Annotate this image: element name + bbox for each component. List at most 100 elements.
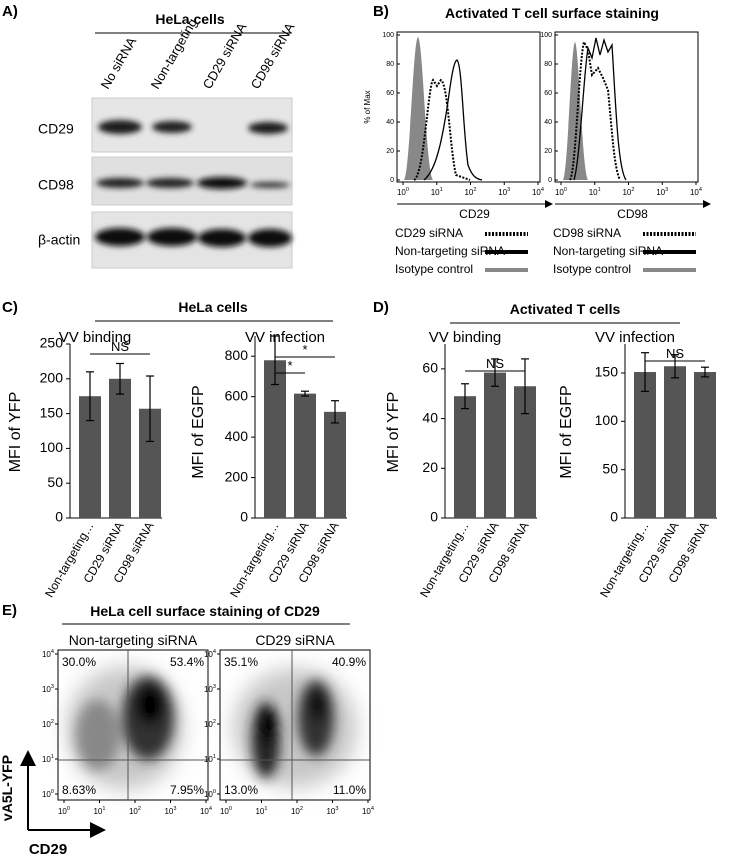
error-bar — [116, 362, 124, 395]
significance-label: * — [302, 342, 307, 357]
panel-title: HeLa cells — [155, 11, 224, 27]
panel-label: A) — [2, 3, 18, 20]
bar — [264, 360, 286, 518]
tick-exponent: 4 — [371, 806, 374, 812]
x-tick-label: 103 — [326, 806, 338, 816]
x-axis-label: CD29 — [29, 841, 67, 858]
error-bar — [146, 375, 154, 443]
y-tick-label: 60 — [386, 90, 394, 97]
error-bar — [521, 358, 529, 415]
legend-label: Non-targeting siRNA — [395, 244, 505, 258]
x-tick-label: Non-targeting… — [42, 520, 96, 600]
tick-exponent: 0 — [564, 187, 567, 193]
tick-base: 10 — [690, 188, 699, 197]
tick-base: 10 — [42, 650, 51, 659]
tick-base: 10 — [58, 807, 67, 816]
chart-title: VV binding — [429, 329, 502, 346]
tick-exponent: 0 — [51, 789, 54, 795]
y-axis-label: vA5L-YFP — [0, 755, 15, 821]
tick-exponent: 0 — [213, 789, 216, 795]
y-tick-label: 200 — [225, 468, 249, 484]
y-tick-label: 600 — [225, 387, 249, 403]
legend-label: Non-targeting siRNA — [553, 244, 663, 258]
tick-base: 10 — [498, 188, 507, 197]
x-tick-label: 100 — [58, 806, 70, 816]
y-tick-label: 150 — [40, 404, 64, 420]
y-axis-label: % of Max — [363, 90, 372, 123]
y-tick-label: 800 — [225, 347, 249, 363]
y-tick-label: 20 — [544, 148, 552, 155]
y-tick-label: 60 — [544, 90, 552, 97]
tick-base: 10 — [291, 807, 300, 816]
y-tick-label: 0 — [55, 509, 63, 525]
x-tick-label: Non-targeting… — [227, 520, 281, 600]
tick-exponent: 0 — [229, 806, 232, 812]
x-tick-label: 101 — [255, 806, 267, 816]
x-tick-label: 103 — [164, 806, 176, 816]
bar — [324, 411, 346, 518]
x-axis-label: CD29 — [459, 207, 490, 221]
tick-base: 10 — [464, 188, 473, 197]
y-tick-label: 0 — [430, 509, 438, 525]
y-tick-label: 250 — [40, 335, 64, 351]
panel-title: Activated T cell surface staining — [445, 5, 659, 21]
tick-exponent: 2 — [51, 719, 54, 725]
y-axis-label: MFI of YFP — [385, 392, 402, 473]
tick-base: 10 — [42, 790, 51, 799]
tick-exponent: 4 — [541, 187, 544, 193]
y-tick-label: 0 — [610, 509, 618, 525]
bar — [454, 396, 476, 518]
error-bar — [671, 354, 679, 379]
x-tick-label: 103 — [498, 187, 510, 197]
y-tick-label: 102 — [204, 719, 216, 729]
quadrant-percent: 40.9% — [332, 655, 366, 669]
bar — [664, 366, 686, 518]
legend-label: Isotype control — [553, 262, 631, 276]
y-axis-label: MFI of EGFP — [558, 385, 575, 478]
y-axis-label: MFI of EGFP — [190, 385, 207, 478]
x-tick-label: 101 — [93, 806, 105, 816]
y-tick-label: 80 — [386, 61, 394, 68]
x-tick-label: 101 — [431, 187, 443, 197]
significance-label: NS — [666, 346, 684, 361]
tick-exponent: 1 — [598, 187, 601, 193]
legend-label: CD29 siRNA — [395, 226, 463, 240]
bar — [514, 386, 536, 518]
y-tick-label: 40 — [386, 119, 394, 126]
tick-exponent: 4 — [213, 649, 216, 655]
tick-exponent: 1 — [440, 187, 443, 193]
tick-base: 10 — [622, 188, 631, 197]
y-tick-label: 103 — [42, 684, 54, 694]
tick-base: 10 — [42, 755, 51, 764]
panel-title: HeLa cell surface staining of CD29 — [90, 603, 320, 619]
bar — [634, 372, 656, 518]
quadrant-percent: 53.4% — [170, 655, 204, 669]
chart-title: VV binding — [59, 329, 132, 346]
tick-exponent: 2 — [631, 187, 634, 193]
quadrant-percent: 13.0% — [224, 783, 258, 797]
blot — [91, 97, 293, 269]
plot-frame — [57, 649, 209, 801]
tick-base: 10 — [42, 685, 51, 694]
y-tick-label: 400 — [225, 428, 249, 444]
x-tick-label: Non-targeting… — [417, 520, 471, 600]
y-tick-label: 50 — [47, 474, 63, 490]
plot-title: CD29 siRNA — [255, 632, 335, 648]
tick-base: 10 — [204, 755, 213, 764]
error-bar — [86, 371, 94, 422]
error-bar — [491, 358, 499, 387]
x-tick-label: 100 — [397, 187, 409, 197]
error-bar — [331, 400, 339, 424]
panel-label: B) — [373, 3, 389, 20]
panel-label: C) — [2, 299, 18, 316]
quadrant-percent: 11.0% — [333, 783, 366, 797]
tick-base: 10 — [326, 807, 335, 816]
tick-exponent: 3 — [665, 187, 668, 193]
x-tick-label: 104 — [690, 187, 702, 197]
bar — [109, 378, 131, 518]
y-tick-label: 40 — [422, 409, 438, 425]
error-bar — [701, 366, 709, 378]
tick-exponent: 2 — [300, 806, 303, 812]
x-tick-label: 102 — [622, 187, 634, 197]
y-tick-label: 101 — [42, 754, 54, 764]
